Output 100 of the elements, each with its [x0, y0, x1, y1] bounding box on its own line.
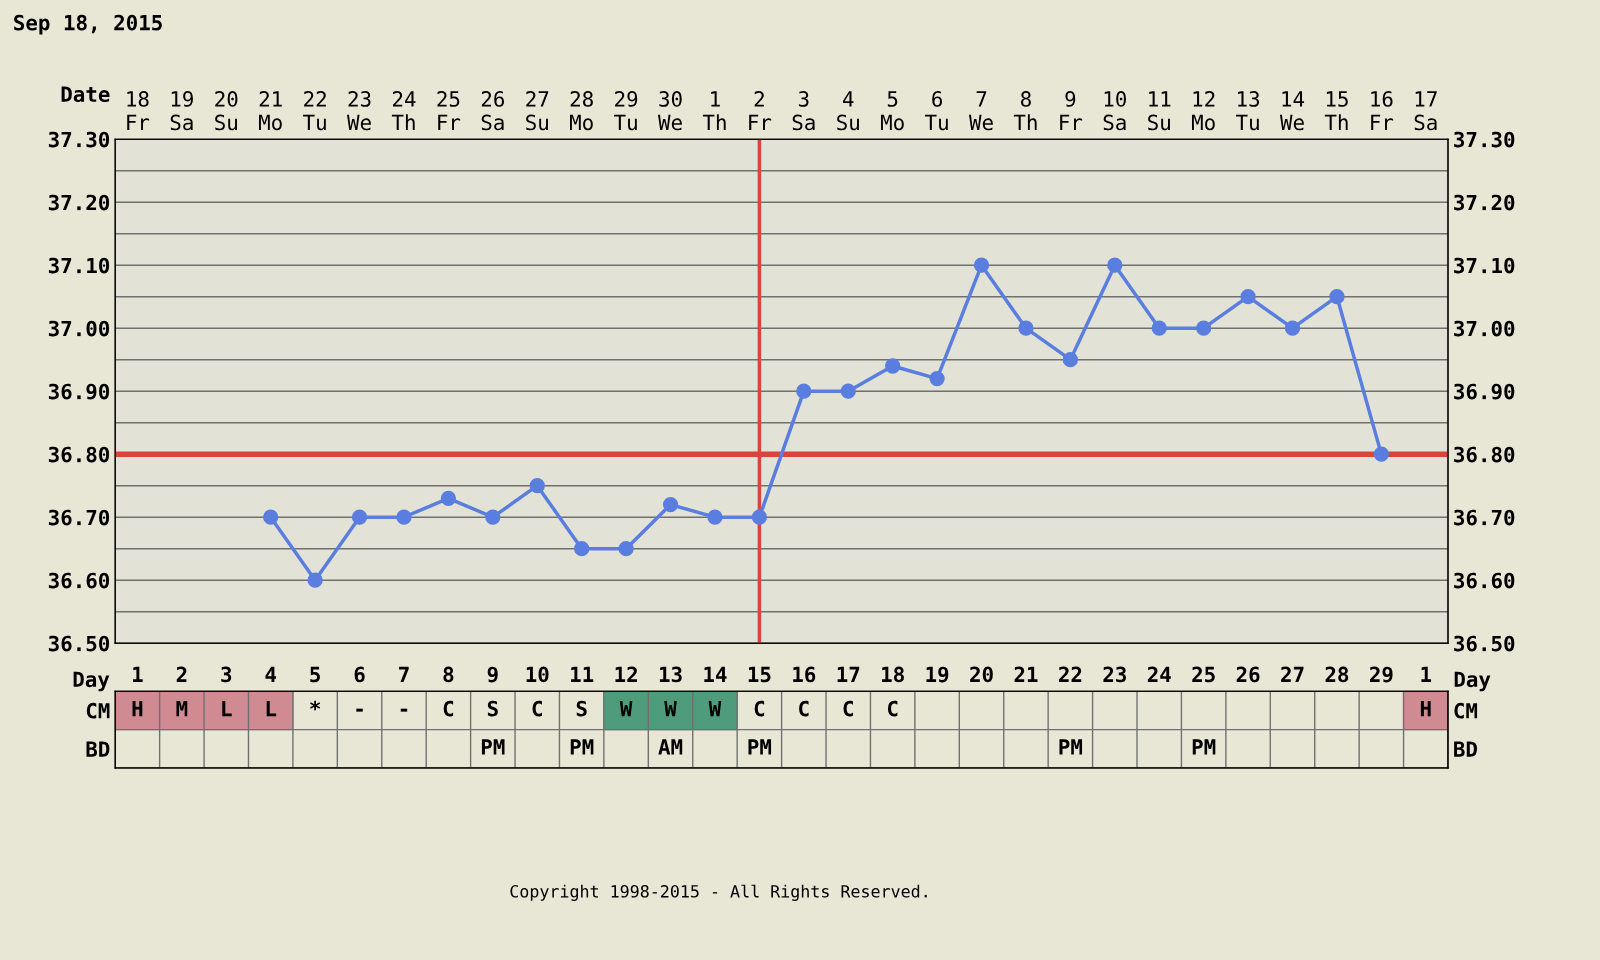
- text: H: [132, 700, 143, 717]
- text: S: [487, 700, 498, 717]
- point: [1196, 320, 1212, 336]
- point: [929, 370, 945, 387]
- point: [1329, 289, 1345, 305]
- x-tick-label: 21 Mo: [259, 91, 282, 131]
- point: [263, 509, 279, 525]
- x-tick-label: 28: [1325, 666, 1349, 683]
- x-tick-label: 7 We: [968, 91, 993, 131]
- y-tick-label: 37.20: [48, 194, 110, 211]
- x-tick-label: 24 Th: [391, 91, 416, 131]
- text: PM: [481, 739, 505, 755]
- point: [307, 572, 323, 588]
- point: [618, 541, 634, 557]
- x-tick-label: 11 Su: [1148, 91, 1171, 131]
- text: C: [799, 700, 809, 717]
- point: [973, 257, 990, 273]
- x-tick-label: 29: [1369, 666, 1393, 683]
- point: [1062, 352, 1079, 368]
- point: [1373, 446, 1389, 462]
- x-tick-label: 3: [221, 666, 232, 683]
- x-tick-label: 13: [659, 666, 682, 683]
- text: C: [532, 700, 542, 717]
- x-tick-label: 2 Fr: [749, 91, 772, 131]
- x-tick-label: 27: [1281, 666, 1304, 683]
- x-tick-label: 25: [1192, 666, 1215, 683]
- x-tick-label: 25 Fr: [437, 91, 461, 131]
- x-tick-label: 8: [443, 666, 454, 683]
- y2-tick-label: 37.20: [1454, 194, 1515, 211]
- x-tick-label: 8 Th: [1013, 91, 1037, 131]
- x-tick-label: 10 Sa: [1103, 91, 1126, 131]
- x-tick-label: 26 Sa: [481, 91, 505, 131]
- y-tick-label: 36.60: [48, 572, 110, 589]
- x-tick-label: 4: [265, 666, 277, 683]
- x-tick-label: 4 Su: [837, 91, 859, 131]
- text: C: [754, 700, 765, 717]
- x-tick-label: 12 Mo: [1191, 91, 1215, 131]
- y2-tick-label: 36.90: [1454, 383, 1515, 400]
- text: C: [887, 700, 898, 717]
- text: S: [576, 700, 587, 717]
- x-tick-label: 17 Sa: [1414, 91, 1437, 131]
- y-tick-label: 36.90: [48, 383, 110, 400]
- x-tick-label: 20: [970, 666, 993, 683]
- point: [1107, 257, 1123, 273]
- x-tick-label: 9 Fr: [1060, 91, 1083, 131]
- point: [396, 509, 412, 525]
- text: PM: [748, 739, 772, 755]
- text: W: [664, 700, 677, 717]
- point: [1018, 320, 1034, 336]
- x-tick-label: 11: [571, 666, 594, 683]
- x-tick-label: 12: [615, 666, 637, 683]
- y-tick-label: 37.10: [48, 257, 110, 274]
- text: -: [400, 708, 408, 712]
- text: C: [843, 700, 853, 717]
- x-tick-label: 7: [399, 666, 409, 683]
- x-tick-label: 15: [748, 666, 771, 683]
- text: W: [708, 700, 722, 717]
- point: [485, 509, 501, 525]
- text: L: [222, 700, 232, 717]
- x-tick-label: 1 Th: [702, 91, 726, 131]
- x-tick-label: 3 Sa: [792, 91, 815, 131]
- x-tick-label: 1: [1421, 666, 1432, 683]
- x-tick-label: 16 Fr: [1371, 91, 1394, 131]
- y2-tick-label: 36.70: [1454, 509, 1515, 526]
- x-tick-label: 20 Su: [215, 91, 238, 131]
- x-axis-title: Date: [61, 86, 110, 103]
- point: [662, 496, 679, 513]
- y2-tick-label: 36.50: [1454, 635, 1515, 652]
- x-tick-label: 15 Th: [1324, 91, 1348, 131]
- point: [840, 383, 856, 399]
- x-tick-label: 9: [487, 666, 498, 683]
- y-tick-label: 36.70: [48, 509, 110, 526]
- y2-tick-label: CM: [1454, 702, 1478, 719]
- x-tick-label: 18: [882, 666, 904, 683]
- point: [1151, 320, 1167, 336]
- point: [574, 541, 590, 557]
- y2-tick-label: 37.30: [1454, 131, 1515, 148]
- text: *: [310, 700, 321, 711]
- point: [751, 509, 768, 525]
- x-tick-label: 27 Su: [526, 91, 549, 131]
- y-tick-label: 36.80: [48, 446, 110, 463]
- x-tick-label: 21: [1014, 666, 1038, 683]
- x-tick-label: 5 Mo: [881, 91, 904, 131]
- text: Day: [1454, 671, 1491, 692]
- x-tick-label: 10: [526, 666, 549, 683]
- point: [885, 358, 901, 374]
- x-tick-label: 23 We: [347, 91, 371, 131]
- text: L: [266, 700, 277, 717]
- point: [707, 509, 723, 525]
- text: W: [619, 700, 633, 717]
- text: AM: [658, 739, 683, 755]
- text: Copyright 1998-2015 - All Rights Reserved.: [510, 884, 927, 901]
- y2-tick-label: 36.60: [1454, 572, 1515, 589]
- y2-tick-label: 36.80: [1454, 446, 1515, 463]
- x-tick-label: 22: [1059, 666, 1082, 683]
- text: -: [356, 708, 363, 712]
- point: [440, 490, 457, 506]
- x-axis-title: Day: [73, 671, 110, 692]
- text: M: [176, 700, 188, 717]
- x-tick-label: 1: [133, 666, 143, 683]
